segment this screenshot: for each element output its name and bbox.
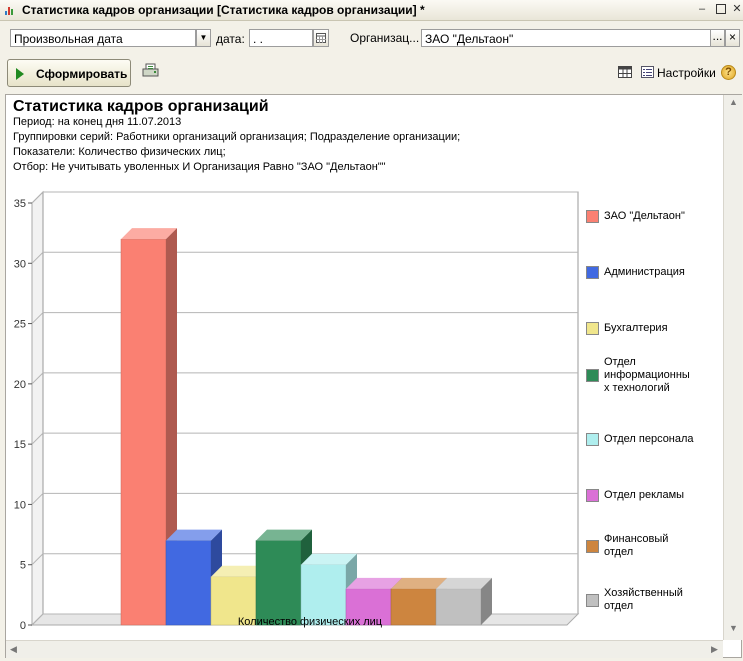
ellipsis-icon: ... — [712, 29, 723, 43]
y-tick-label: 10 — [14, 499, 26, 511]
gridline-depth — [31, 613, 44, 626]
bar-front — [165, 540, 212, 626]
bar-front — [345, 588, 392, 626]
organization-value: ЗАО "Дельтаон" — [425, 32, 514, 46]
legend-swatch — [586, 489, 599, 502]
bar-top — [211, 565, 267, 577]
clear-icon: × — [728, 30, 736, 44]
y-tick-label: 5 — [20, 560, 26, 572]
scroll-down-icon[interactable]: ▼ — [729, 623, 738, 633]
period-mode-select[interactable]: Произвольная дата — [10, 29, 196, 47]
report-filter: Отбор: Не учитывать уволенных И Организа… — [13, 161, 386, 173]
bar-chart: 0 5 10 15 20 25 30 35 Количество физических лиц — [14, 190, 580, 632]
calendar-icon — [316, 33, 326, 43]
organization-clear-button[interactable]: × — [725, 29, 740, 47]
vertical-scrollbar[interactable]: ▲ ▼ — [723, 95, 742, 640]
legend-swatch — [586, 433, 599, 446]
bar-top — [166, 529, 222, 541]
gridline-depth — [31, 372, 44, 385]
gridline-depth — [31, 312, 44, 324]
chart-app-icon — [5, 7, 13, 15]
maximize-button[interactable] — [713, 2, 729, 17]
bar-front — [390, 588, 437, 626]
bar-side — [481, 577, 492, 625]
bar-front — [120, 238, 167, 626]
gridline-depth — [31, 553, 44, 566]
date-field[interactable]: . . — [249, 29, 313, 47]
date-value: . . — [253, 32, 264, 46]
y-tick-label: 0 — [20, 620, 26, 632]
organization-select-button[interactable]: ... — [710, 29, 725, 47]
calendar-button[interactable] — [313, 29, 329, 47]
legend-label: ЗАО "Дельтаон" — [604, 210, 685, 222]
legend-swatch — [586, 369, 599, 382]
bar-front — [435, 588, 482, 626]
generate-button[interactable]: Сформировать — [7, 59, 131, 87]
minimize-button[interactable]: – — [698, 3, 706, 15]
bar-top — [121, 228, 177, 240]
legend-label: Бухгалтерия — [604, 322, 668, 334]
y-tick-label: 15 — [14, 439, 26, 451]
bar-front — [255, 540, 302, 626]
horizontal-scrollbar[interactable]: ◀ ▶ — [6, 640, 723, 658]
organization-label: Организац... — [350, 31, 420, 45]
report-grouping: Группировки серий: Работники организаций… — [13, 131, 461, 143]
legend-label: Отдел персонала — [604, 433, 694, 445]
period-mode-dropdown-button[interactable]: ▼ — [196, 29, 211, 47]
y-tick-label: 35 — [14, 198, 26, 210]
legend-swatch — [586, 593, 599, 607]
bar-top — [346, 577, 402, 589]
settings-icon — [641, 66, 654, 78]
bar-front — [210, 576, 257, 626]
report-variant-icon[interactable] — [142, 63, 159, 79]
report-indicators: Показатели: Количество физических лиц; — [13, 146, 226, 158]
legend-swatch — [586, 322, 599, 335]
bar-front — [300, 564, 347, 626]
legend-swatch — [586, 210, 599, 223]
bar-top — [391, 577, 447, 589]
play-icon — [16, 68, 24, 80]
x-axis-label: Количество физических лиц — [238, 616, 383, 628]
chart-side-wall — [31, 190, 44, 627]
scroll-left-icon[interactable]: ◀ — [10, 644, 17, 654]
generate-button-label: Сформировать — [36, 67, 128, 81]
window-title: Статистика кадров организации [Статистик… — [22, 3, 425, 17]
bar-top — [301, 553, 357, 565]
legend-label: Отдел информационны х технологий — [604, 356, 690, 394]
close-button[interactable]: ✕ — [732, 3, 742, 15]
legend-label: Администрация — [604, 266, 685, 278]
table-layout-icon[interactable] — [618, 66, 632, 78]
settings-button[interactable]: Настройки — [657, 66, 716, 80]
report-title: Статистика кадров организаций — [13, 98, 269, 115]
period-mode-value: Произвольная дата — [14, 32, 123, 46]
legend-swatch — [586, 539, 599, 553]
gridline-depth — [31, 432, 44, 445]
y-tick-label: 25 — [14, 319, 26, 331]
organization-field[interactable]: ЗАО "Дельтаон" — [421, 29, 711, 47]
chevron-down-icon: ▼ — [199, 33, 208, 42]
bar-top — [436, 577, 492, 589]
maximize-icon — [716, 4, 726, 14]
gridline-depth — [31, 191, 44, 204]
bar-side — [166, 228, 177, 625]
report-period: Период: на конец дня 11.07.2013 — [13, 116, 182, 128]
date-label: дата: — [216, 32, 245, 46]
help-button[interactable]: ? — [721, 65, 736, 80]
legend-label: Финансовый отдел — [604, 533, 669, 558]
legend-swatch — [586, 266, 599, 279]
help-icon: ? — [725, 66, 732, 78]
scroll-up-icon[interactable]: ▲ — [729, 97, 738, 107]
bar-top — [256, 529, 312, 541]
gridline-depth — [31, 493, 44, 505]
y-tick-label: 30 — [14, 258, 26, 270]
gridline-depth — [31, 251, 44, 264]
title-bar: Статистика кадров организации [Статистик… — [0, 0, 743, 21]
y-tick-label: 20 — [14, 379, 26, 391]
scroll-right-icon[interactable]: ▶ — [711, 644, 718, 654]
legend-label: Отдел рекламы — [604, 489, 685, 501]
legend-label: Хозяйственный отдел — [604, 587, 683, 612]
